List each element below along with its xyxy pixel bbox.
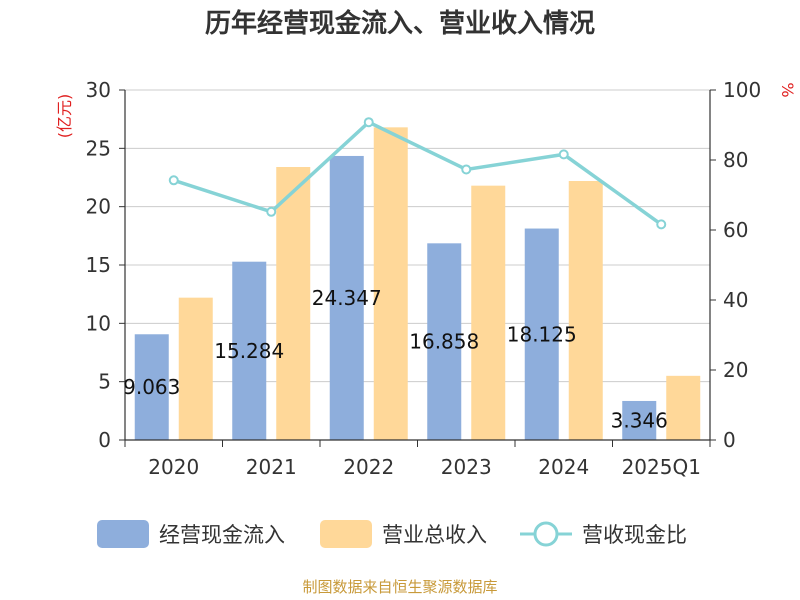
data-labels: 9.063 15.284 24.347 16.858 18.125 3.346 xyxy=(123,286,668,433)
left-tick-label: 25 xyxy=(86,136,111,160)
ratio-line-path xyxy=(173,120,663,226)
cash-inflow-bar xyxy=(232,261,267,440)
axes: 0 5 10 15 20 25 30 0 20 40 60 80 100 2020 2021 2022 2023… xyxy=(86,78,762,479)
legend-label: 经营现金流入 xyxy=(159,523,285,547)
cash-inflow-bar xyxy=(427,243,462,440)
cash-inflow-bar xyxy=(622,400,657,440)
cash-inflow-bar xyxy=(134,334,169,440)
right-tick-label: 60 xyxy=(723,218,748,242)
data-label: 24.347 xyxy=(312,286,382,310)
left-tick-label: 20 xyxy=(86,195,111,219)
chart-title: 历年经营现金流入、营业收入情况 xyxy=(205,8,595,39)
ratio-point xyxy=(461,164,472,175)
right-tick-label: 40 xyxy=(723,288,748,312)
x-tick-label: 2025Q1 xyxy=(622,455,701,479)
x-tick-label: 2022 xyxy=(343,455,394,479)
ratio-point xyxy=(168,175,179,186)
revenue-bar xyxy=(666,375,701,440)
cash-inflow-bar xyxy=(329,155,364,440)
data-label: 15.284 xyxy=(214,339,284,363)
revenue-bar xyxy=(568,181,603,440)
ratio-line xyxy=(168,117,667,230)
legend-swatch xyxy=(97,520,149,548)
left-tick-label: 10 xyxy=(86,311,111,335)
right-tick-label: 20 xyxy=(723,358,748,382)
revenue-bar xyxy=(471,185,506,440)
x-tick-label: 2024 xyxy=(538,455,589,479)
right-tick-label: 100 xyxy=(723,78,761,102)
left-axis-unit: (亿元) xyxy=(55,94,74,139)
x-tick-label: 2020 xyxy=(148,455,199,479)
left-tick-label: 0 xyxy=(98,428,111,452)
right-tick-label: 0 xyxy=(723,428,736,452)
right-axis-unit: % xyxy=(778,82,797,97)
left-tick-label: 15 xyxy=(86,253,111,277)
revenue-bar xyxy=(276,167,311,440)
revenue-bar xyxy=(373,127,408,440)
ratio-point xyxy=(363,117,374,128)
data-label: 3.346 xyxy=(611,408,668,432)
right-tick-label: 80 xyxy=(723,148,748,172)
data-label: 9.063 xyxy=(123,375,180,399)
cash-inflow-bar xyxy=(524,228,559,440)
ratio-point xyxy=(656,219,667,230)
ratio-point xyxy=(558,149,569,160)
left-tick-label: 30 xyxy=(86,78,111,102)
data-label: 16.858 xyxy=(409,330,479,354)
legend-label: 营业总收入 xyxy=(382,523,487,547)
data-label: 18.125 xyxy=(507,322,577,346)
revenue-bar xyxy=(178,297,213,440)
gridlines xyxy=(125,89,710,383)
bars xyxy=(134,127,701,440)
x-tick-label: 2021 xyxy=(246,455,297,479)
source-note: 制图数据来自恒生聚源数据库 xyxy=(302,578,497,596)
ratio-point xyxy=(266,206,277,217)
x-tick-label: 2023 xyxy=(441,455,492,479)
legend-label: 营收现金比 xyxy=(582,523,687,547)
legend-marker xyxy=(533,521,559,547)
legend: 经营现金流入 营业总收入 营收现金比 xyxy=(97,520,687,548)
left-tick-label: 5 xyxy=(98,370,111,394)
legend-swatch xyxy=(320,520,372,548)
